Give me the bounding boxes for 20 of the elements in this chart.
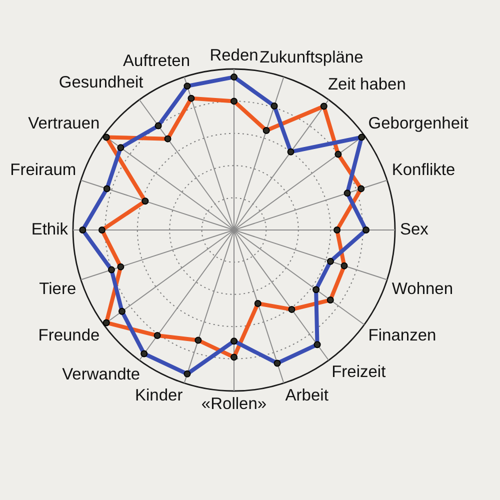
spoke-label: «Rollen» xyxy=(201,394,267,413)
spoke-label: Ethik xyxy=(31,220,69,239)
spoke-label: Zukunftspläne xyxy=(260,48,364,66)
spoke-label: Freizeit xyxy=(332,363,386,382)
spoke-label: Sex xyxy=(400,220,430,239)
spoke-label: Reden xyxy=(210,46,258,64)
spoke-label: Auftreten xyxy=(123,52,190,70)
spoke-label: Tiere xyxy=(39,280,76,298)
spoke-label: Kinder xyxy=(135,386,184,405)
spoke-label: Finanzen xyxy=(368,326,436,344)
spoke-label: Konflikte xyxy=(392,161,456,179)
spoke-label: Verwandte xyxy=(62,366,140,384)
spoke-label: Zeit haben xyxy=(328,75,406,94)
spoke-label: Geborgenheit xyxy=(368,114,469,133)
spoke-label: Vertrauen xyxy=(28,114,100,133)
spoke-label: Gesundheit xyxy=(58,73,144,92)
spoke-label: Freunde xyxy=(38,326,100,344)
spoke-label: Freiraum xyxy=(10,161,76,179)
spoke-label: Arbeit xyxy=(285,386,329,405)
spoke-label: Wohnen xyxy=(392,280,454,298)
